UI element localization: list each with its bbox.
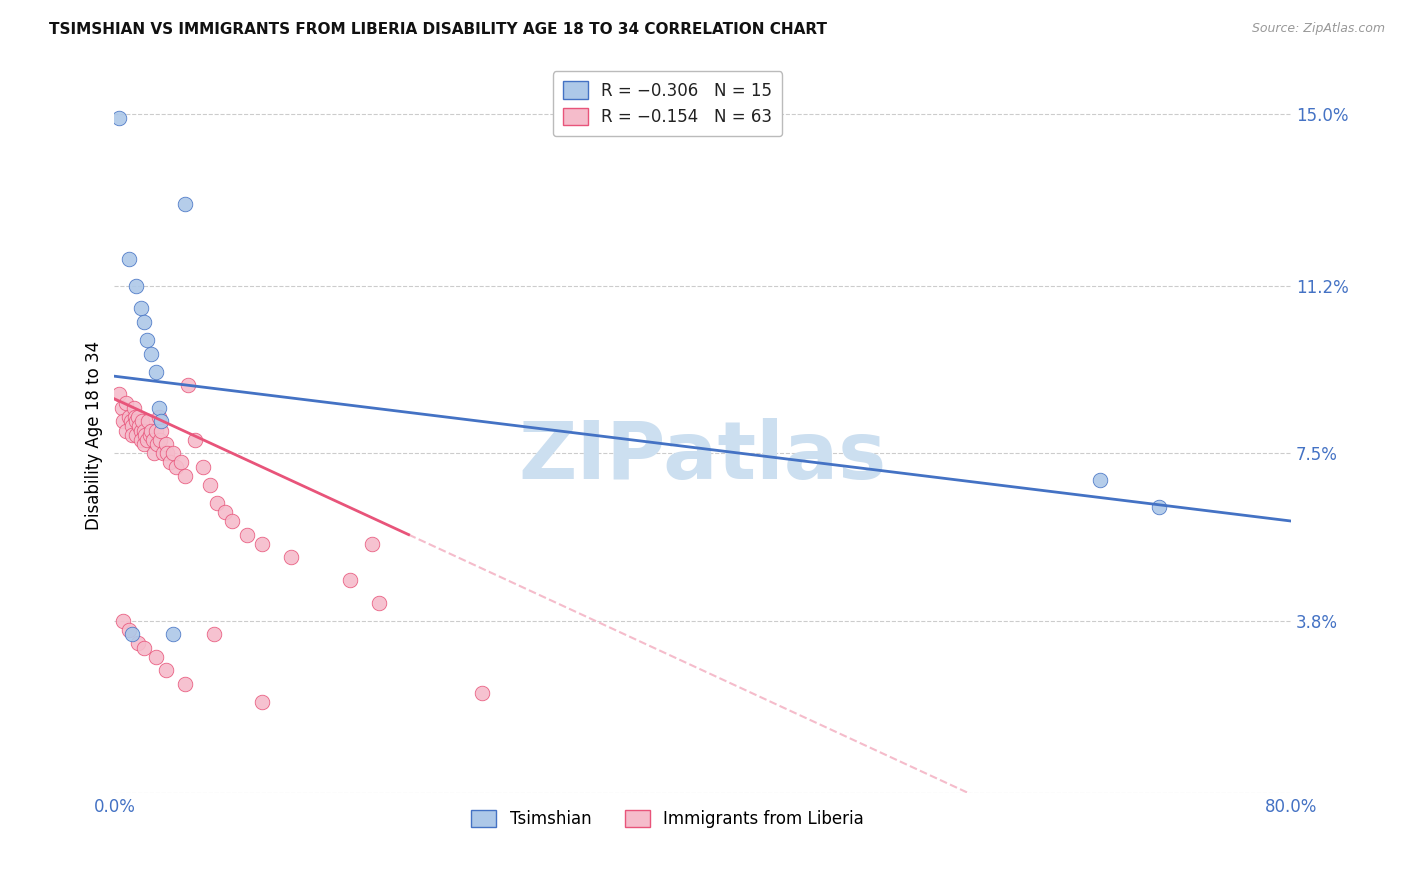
Point: [121, 627, 143, 641]
Point: [112, 414, 135, 428]
Point: [1147, 500, 1170, 515]
Text: TSIMSHIAN VS IMMIGRANTS FROM LIBERIA DISABILITY AGE 18 TO 34 CORRELATION CHART: TSIMSHIAN VS IMMIGRANTS FROM LIBERIA DIS…: [49, 22, 827, 37]
Point: [150, 414, 173, 428]
Point: [129, 433, 152, 447]
Point: [150, 424, 173, 438]
Point: [174, 197, 197, 211]
Point: [122, 401, 145, 415]
Point: [204, 627, 226, 641]
Point: [134, 428, 156, 442]
Text: ZIPatlas: ZIPatlas: [519, 417, 887, 495]
Point: [250, 537, 273, 551]
Point: [236, 527, 259, 541]
Point: [118, 252, 141, 266]
Point: [141, 424, 163, 438]
Point: [1088, 473, 1111, 487]
Point: [145, 649, 167, 664]
Point: [138, 428, 160, 442]
Point: [127, 409, 149, 424]
Point: [124, 409, 146, 424]
Point: [148, 409, 170, 424]
Point: [136, 414, 159, 428]
Point: [471, 686, 494, 700]
Point: [280, 550, 302, 565]
Legend: Tsimshian, Immigrants from Liberia: Tsimshian, Immigrants from Liberia: [464, 803, 870, 834]
Point: [129, 424, 152, 438]
Point: [121, 428, 143, 442]
Point: [127, 636, 149, 650]
Point: [368, 595, 391, 609]
Point: [129, 301, 152, 316]
Point: [120, 414, 142, 428]
Point: [174, 468, 197, 483]
Point: [132, 424, 155, 438]
Point: [214, 505, 236, 519]
Point: [149, 433, 172, 447]
Point: [125, 428, 148, 442]
Point: [191, 459, 214, 474]
Point: [143, 446, 166, 460]
Point: [145, 424, 167, 438]
Point: [132, 640, 155, 655]
Y-axis label: Disability Age 18 to 34: Disability Age 18 to 34: [86, 341, 103, 530]
Point: [111, 401, 134, 415]
Point: [155, 437, 177, 451]
Point: [131, 414, 153, 428]
Point: [112, 614, 135, 628]
Point: [165, 459, 187, 474]
Point: [145, 365, 167, 379]
Point: [135, 433, 157, 447]
Point: [108, 111, 131, 125]
Point: [159, 455, 181, 469]
Point: [162, 446, 184, 460]
Point: [142, 433, 165, 447]
Point: [221, 514, 243, 528]
Text: Source: ZipAtlas.com: Source: ZipAtlas.com: [1251, 22, 1385, 36]
Point: [169, 455, 191, 469]
Point: [198, 478, 221, 492]
Point: [132, 437, 155, 451]
Point: [152, 446, 174, 460]
Point: [339, 573, 361, 587]
Point: [184, 433, 207, 447]
Point: [207, 496, 229, 510]
Point: [132, 315, 155, 329]
Point: [115, 424, 138, 438]
Point: [146, 437, 169, 451]
Point: [250, 695, 273, 709]
Point: [148, 401, 170, 415]
Point: [125, 278, 148, 293]
Point: [135, 333, 157, 347]
Point: [128, 419, 150, 434]
Point: [121, 419, 143, 434]
Point: [162, 627, 184, 641]
Point: [118, 623, 141, 637]
Point: [360, 537, 382, 551]
Point: [115, 396, 138, 410]
Point: [177, 378, 200, 392]
Point: [174, 677, 197, 691]
Point: [108, 387, 131, 401]
Point: [125, 414, 148, 428]
Point: [118, 409, 141, 424]
Point: [155, 664, 177, 678]
Point: [156, 446, 179, 460]
Point: [141, 346, 163, 360]
